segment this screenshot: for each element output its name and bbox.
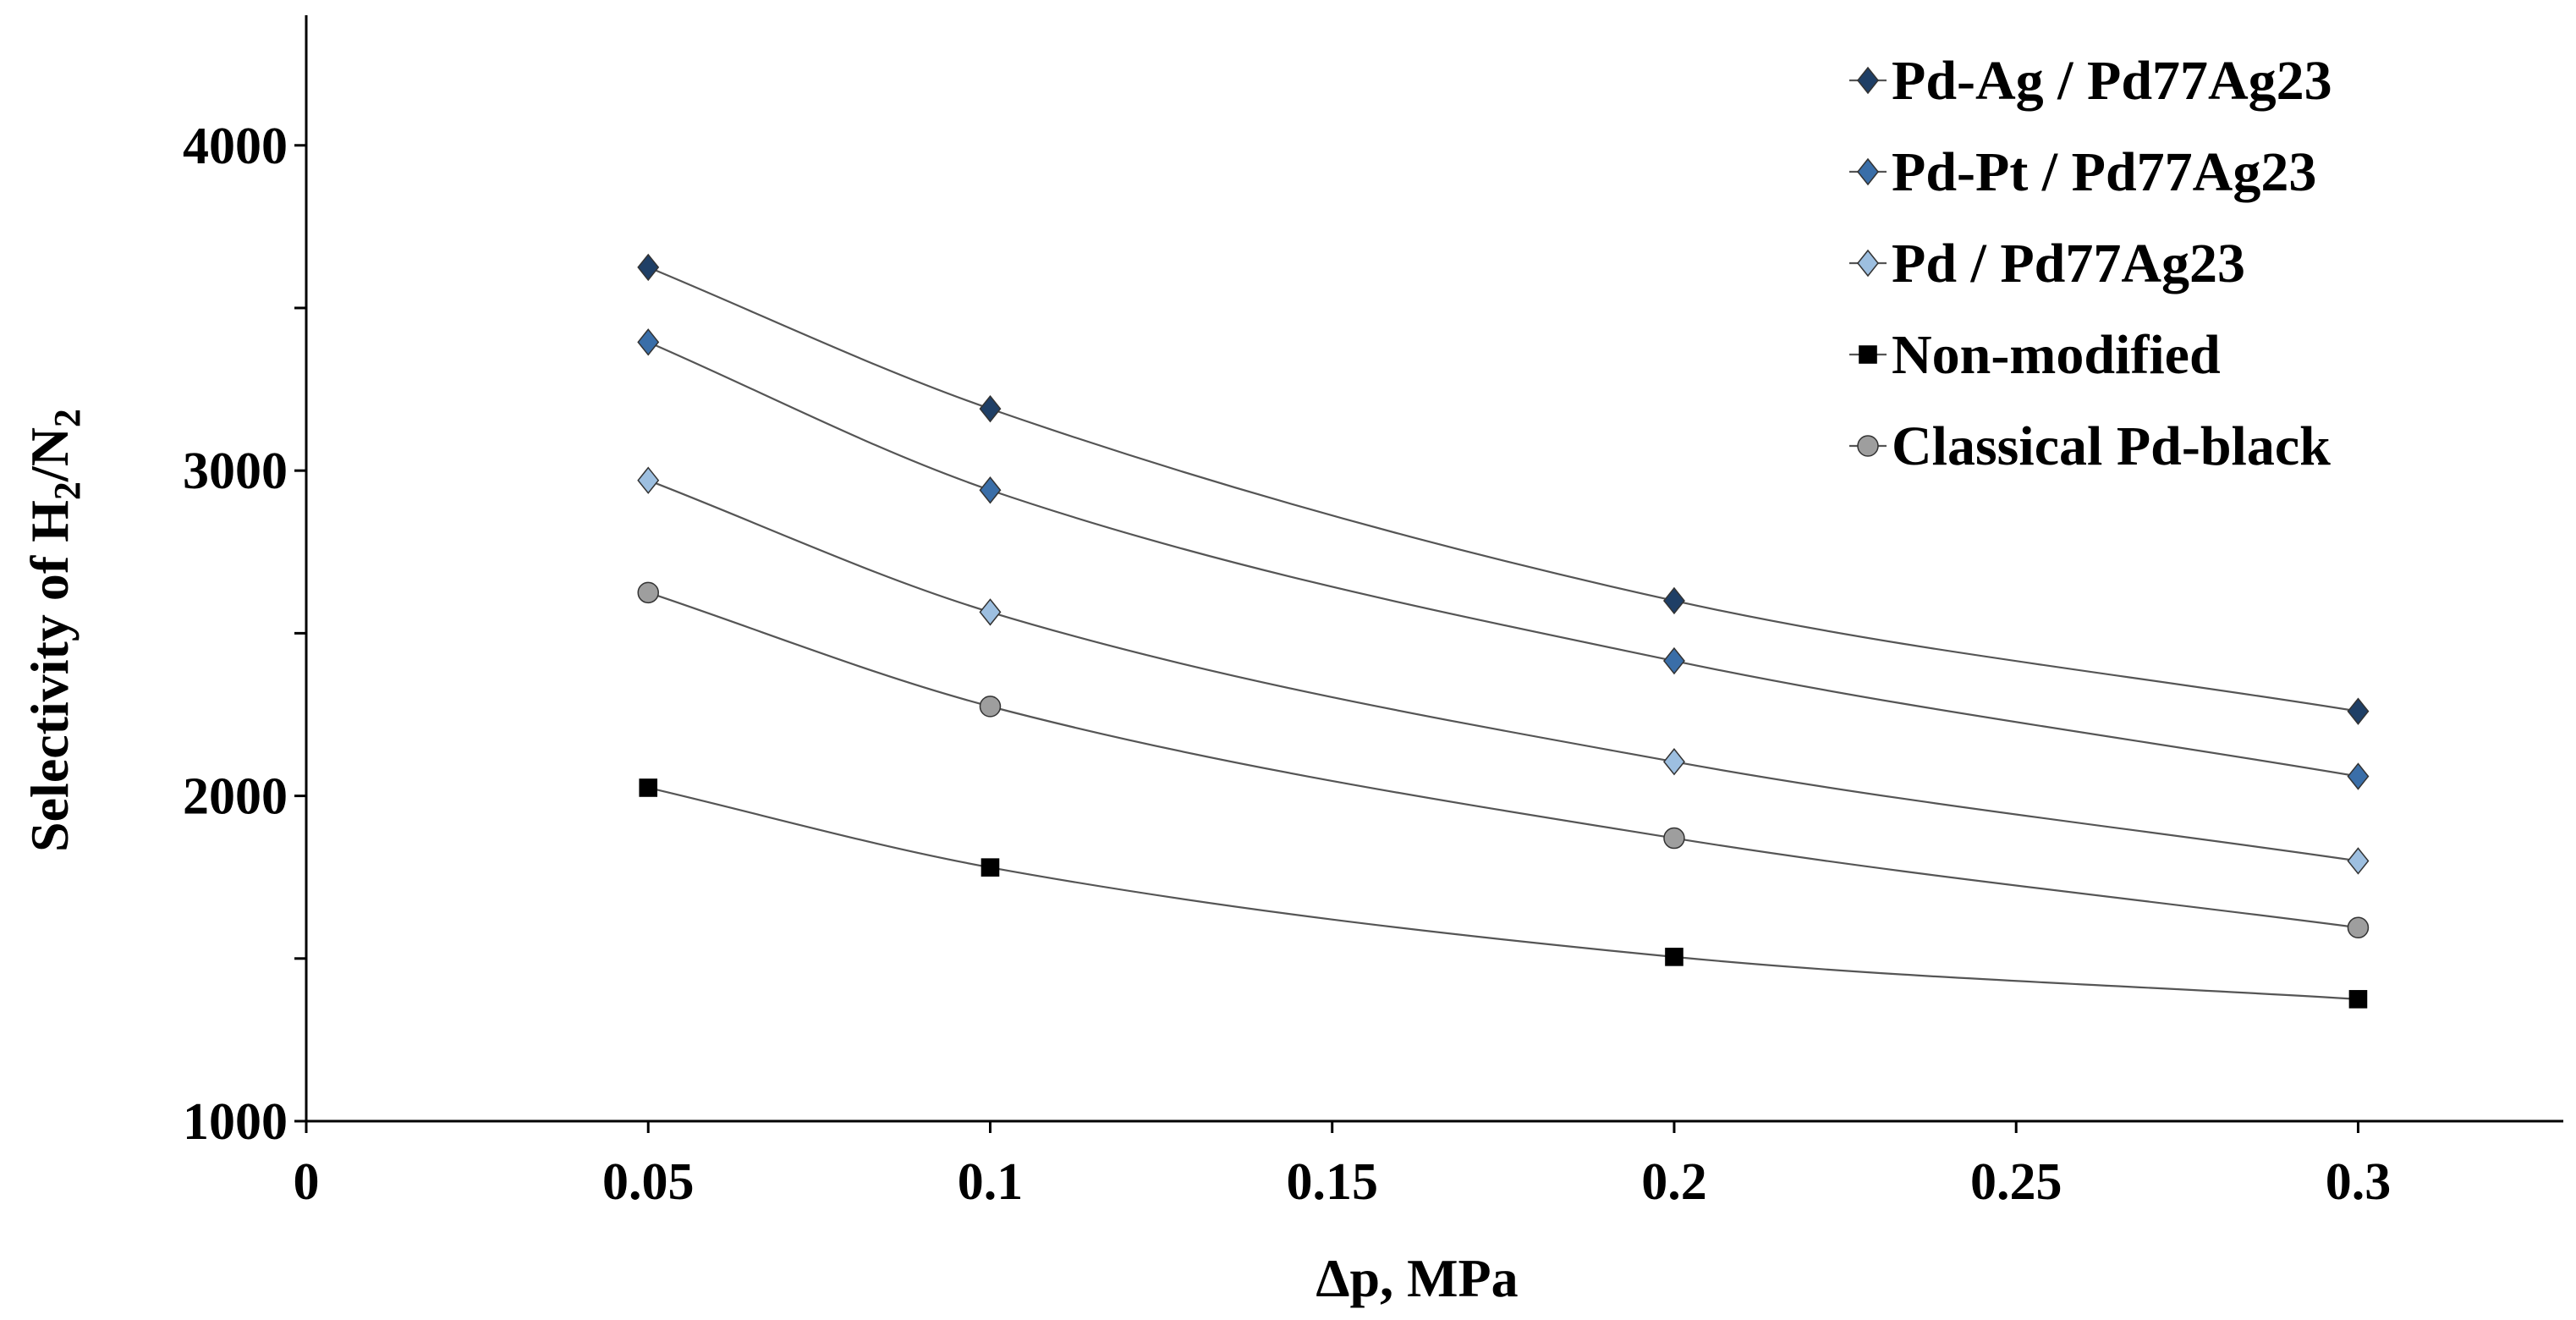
y-axis-title: Selectivity of H2/N2 [19,409,88,852]
legend-item: Pd / Pd77Ag23 [1849,233,2245,294]
data-point [979,696,1002,718]
legend-label: Pd-Pt / Pd77Ag23 [1892,141,2316,203]
data-point [979,598,1002,626]
y-tick-label: 3000 [183,443,288,500]
series-markers [637,253,2370,1009]
series-line-4 [647,591,2359,929]
legend-item: Pd-Ag / Pd77Ag23 [1849,50,2332,112]
data-point [637,328,660,356]
x-tick-label: 0.05 [602,1153,695,1211]
data-point [2347,847,2370,875]
data-point [1663,748,1685,776]
legend: Pd-Ag / Pd77Ag23 Pd-Pt / Pd77Ag23 Pd / Pd7… [1849,50,2332,477]
x-tick-label: 0.25 [1970,1153,2062,1211]
series-line-2 [647,479,2359,862]
legend-label: Classical Pd-black [1892,415,2331,477]
data-point [979,476,1002,504]
data-point [637,466,660,494]
x-axis-title: Δp, MPa [1315,1248,1518,1308]
x-tick-label: 0.15 [1286,1153,1378,1211]
legend-marker [1857,157,1879,186]
legend-label: Non-modified [1892,324,2221,386]
x-tick-label: 0 [294,1153,320,1211]
series-line-0 [647,266,2359,712]
x-tick-label: 0.3 [2326,1153,2392,1211]
data-point [1663,646,1685,675]
data-point [979,394,1002,423]
series-curves [647,266,2359,1000]
y-tick-label: 2000 [183,768,288,826]
axes: 1000 2000 3000 4000 0 0.05 0.1 0.15 0.2 0.25 0.3 [183,15,2563,1211]
legend-item: Classical Pd-black [1849,415,2331,477]
data-point [1663,827,1685,850]
data-point [637,253,660,282]
y-tick-label: 1000 [183,1093,288,1151]
legend-marker [1857,249,1879,278]
data-point [1665,948,1683,966]
data-point [2347,916,2370,939]
data-point [637,581,659,604]
data-point [980,858,1000,877]
data-point [1663,586,1685,615]
legend-marker [1857,66,1879,95]
legend-item: Non-modified [1849,324,2221,386]
legend-item: Pd-Pt / Pd77Ag23 [1849,141,2316,203]
legend-label: Pd / Pd77Ag23 [1892,233,2245,294]
legend-label: Pd-Ag / Pd77Ag23 [1892,50,2332,112]
data-point [639,778,658,797]
x-tick-label: 0.2 [1641,1153,1707,1211]
legend-marker [1857,435,1879,457]
data-point [2348,990,2368,1009]
data-point [2347,762,2370,790]
series-line-1 [647,341,2359,778]
series-line-3 [647,786,2359,1000]
legend-marker [1859,345,1877,364]
x-tick-label: 0.1 [958,1153,1024,1211]
y-tick-label: 4000 [183,118,288,175]
data-point [2347,697,2370,725]
